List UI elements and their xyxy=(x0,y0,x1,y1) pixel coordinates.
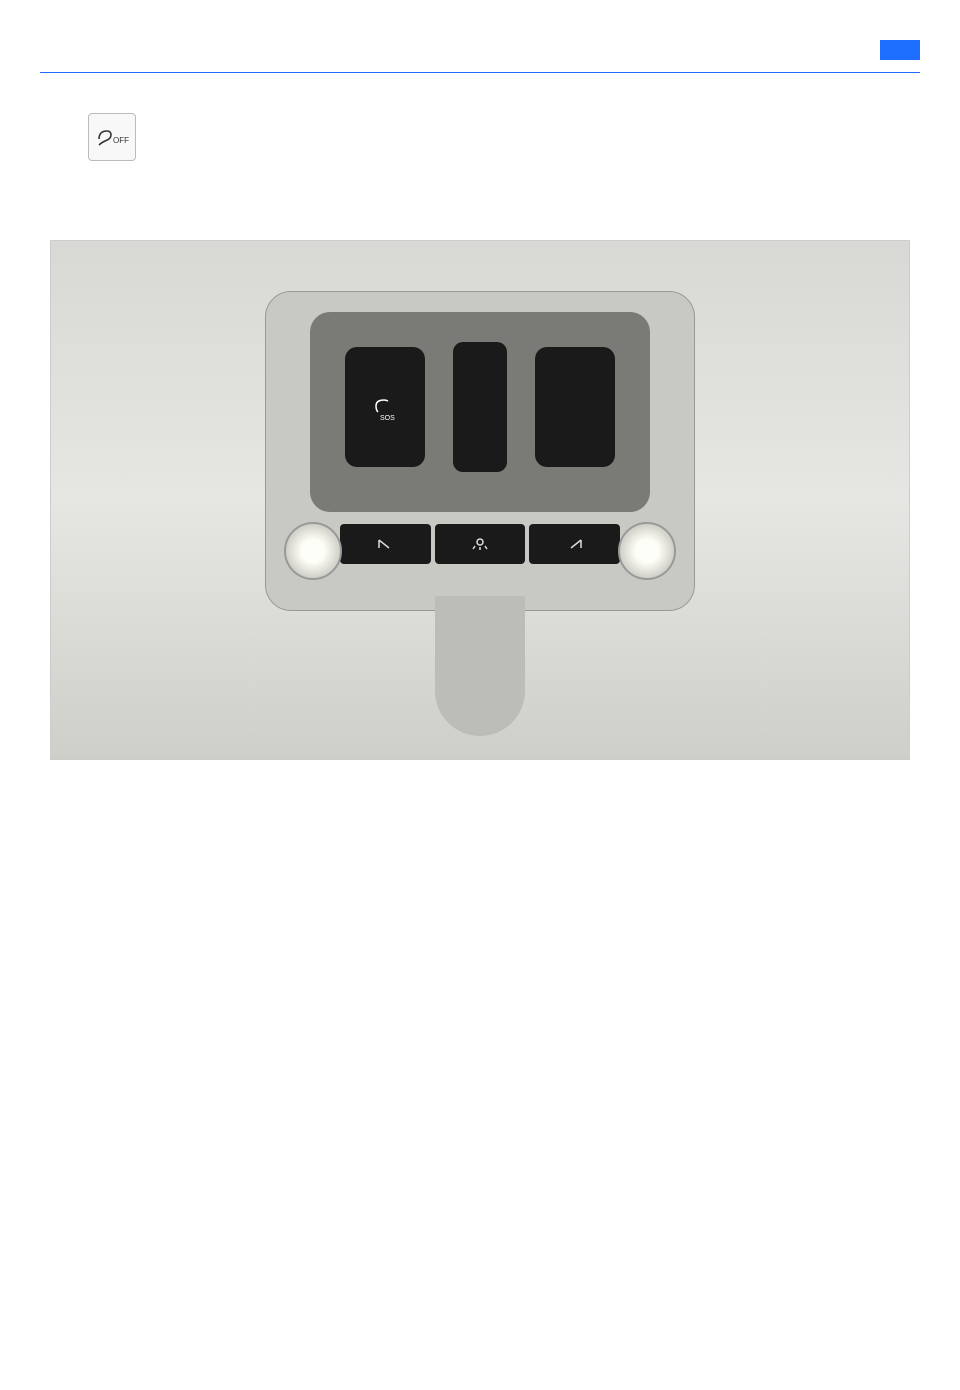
item-13 xyxy=(500,113,910,170)
light-buttons-row xyxy=(340,524,620,564)
sos-button: SOS xyxy=(345,347,425,467)
dsc-off-icon: OFF xyxy=(88,113,136,161)
reading-light-left xyxy=(284,522,342,580)
reading-light-right xyxy=(618,522,676,580)
mirror-stem xyxy=(435,596,525,736)
sunroof-switch xyxy=(453,342,507,472)
item-text xyxy=(538,113,544,170)
reading-light-right-button xyxy=(529,524,620,564)
interior-light-button xyxy=(435,524,526,564)
top-item-list: OFF xyxy=(50,113,910,170)
reading-light-left-button xyxy=(340,524,431,564)
item-text xyxy=(148,113,154,142)
breadcrumb-section xyxy=(852,40,880,60)
header-rule xyxy=(40,72,920,73)
overhead-panel: SOS xyxy=(265,291,695,611)
overhead-console-diagram: SOS xyxy=(50,240,910,760)
svg-text:SOS: SOS xyxy=(380,415,395,422)
page-content: OFF xyxy=(50,113,910,760)
airbag-indicator xyxy=(535,347,615,467)
item-12: OFF xyxy=(50,113,460,170)
svg-text:OFF: OFF xyxy=(113,136,129,145)
page-header xyxy=(40,28,920,72)
overhead-inner: SOS xyxy=(310,312,650,512)
breadcrumb-chapter xyxy=(880,40,920,60)
